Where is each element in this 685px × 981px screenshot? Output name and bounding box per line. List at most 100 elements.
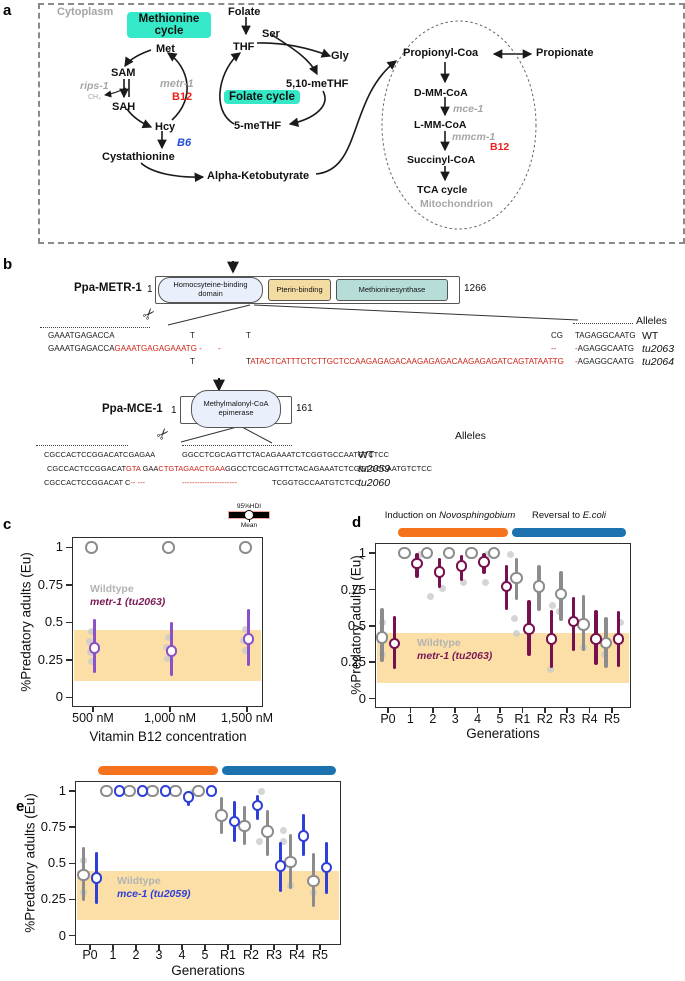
ghost-dot: [427, 593, 435, 601]
x-tick-label: P0: [82, 948, 98, 962]
panel-e-legend: Wildtype mce-1 (tu2059): [117, 875, 191, 900]
y-tick-label: 0.5: [44, 614, 63, 630]
data-point: [169, 784, 182, 798]
data-point: [88, 642, 101, 654]
ghost-dot: [484, 551, 492, 559]
ghost-dot: [87, 657, 95, 665]
node-ser: Ser: [262, 28, 280, 40]
arrow-met-sam: [124, 49, 152, 68]
data-point: [320, 861, 333, 874]
x-tick: [588, 708, 591, 713]
y-tick: [69, 790, 75, 792]
gene-mce-1: mce-1: [453, 103, 484, 115]
data-point: [239, 541, 252, 554]
x-tick-label: R2: [243, 948, 259, 962]
x-tick-label: 500 nM: [72, 711, 114, 725]
b12-mitochondrion-label: B12: [490, 141, 510, 153]
panel-d-legend-mutant: metr-1 (tu2063): [417, 649, 493, 662]
sequence-segment: ----------------------: [182, 478, 237, 487]
wildtype-hdi-band: [376, 633, 630, 683]
sequence-text: CTGTAGAACTGAA: [158, 464, 225, 473]
y-tick-label: 0: [358, 690, 366, 706]
ghost-dot: [482, 578, 490, 586]
data-point: [215, 809, 228, 822]
y-tick: [369, 588, 375, 591]
x-tick: [319, 945, 321, 950]
gene-metr-1: metr-1: [160, 78, 194, 90]
sequence-text: GGCCTCGCAGTTCTACAGAAATCTCGGTGCCAATGTCTCC: [182, 450, 390, 459]
data-point: [165, 645, 178, 657]
metr-alleles-header: Alleles: [636, 315, 667, 327]
hdi-key-tick: [248, 519, 250, 522]
connector-mce-right: [241, 426, 273, 444]
x-tick-label: 3: [155, 948, 163, 962]
node-5methf: 5-meTHF: [234, 120, 282, 132]
x-tick-label: R4: [289, 948, 305, 962]
x-tick-label: 1: [406, 712, 414, 726]
node-thf: THF: [233, 41, 255, 53]
y-tick-label: 1: [58, 783, 66, 799]
plot-area: [75, 781, 341, 945]
y-tick-label: 0.25: [340, 654, 366, 670]
data-point: [85, 541, 98, 554]
cytoplasm-box: [38, 3, 685, 244]
x-tick-label: R3: [266, 948, 282, 962]
panel-c-legend: Wildtype metr-1 (tu2063): [90, 583, 165, 608]
node-gly: Gly: [331, 50, 349, 62]
sequence-segment: --: [551, 344, 556, 353]
sequence-text: T: [190, 357, 195, 366]
x-tick: [273, 945, 275, 950]
sequence-text: CG: [551, 331, 563, 340]
ghost-dot: [279, 838, 287, 846]
methionine-cycle-badge: Methionine cycle: [127, 12, 211, 39]
ghost-dot: [164, 633, 172, 641]
b6-label: B6: [177, 137, 192, 149]
x-tick-label: R5: [604, 712, 620, 726]
wildtype-hdi-band: [76, 870, 340, 920]
sequence-text: T: [246, 331, 251, 340]
data-point: [487, 546, 501, 560]
allele-label: tu2060: [358, 476, 391, 489]
y-tick-label: 0: [55, 689, 63, 705]
y-tick: [66, 659, 72, 661]
condition-bar: [398, 528, 508, 537]
node-sah: SAH: [112, 101, 136, 113]
sequence-text: T: [190, 331, 195, 340]
x-tick-label: 4: [178, 948, 186, 962]
ghost-dot: [555, 607, 563, 615]
sequence-text: CGCCACTCCGGACATCGAGAA: [44, 450, 156, 459]
data-point: [182, 791, 195, 803]
metr-domain-synthase: Methioninesynthase: [336, 279, 448, 301]
x-tick-label: 1,500 nM: [220, 711, 274, 725]
mce-alleles-header: Alleles: [455, 430, 486, 442]
sequence-text: AGAGGCAATG: [577, 344, 634, 353]
data-point: [228, 815, 241, 828]
x-tick: [89, 945, 91, 950]
x-tick: [611, 708, 613, 713]
x-tick: [521, 708, 524, 713]
panel-c-x-axis-title: Vitamin B12 concentration: [89, 729, 247, 744]
x-tick: [544, 708, 546, 713]
metr-domain-pterin-label: Pterin-binding: [276, 284, 323, 294]
connector-mce-left: [180, 426, 238, 443]
gene-mmcm-1: mmcm-1: [452, 131, 496, 143]
metr-genomic-dots-left: [40, 327, 150, 328]
sequence-text: -- ---: [130, 478, 145, 487]
data-point: [443, 546, 456, 560]
sequence-segment: -AGAGGCAATG: [575, 357, 634, 366]
mce-domain-epimerase-label: Methylmalonyl-CoA epimerase: [203, 399, 269, 417]
sequence-text: -: [575, 357, 578, 366]
data-point: [123, 784, 136, 798]
allele-label: tu2064: [642, 355, 675, 368]
data-point: [465, 546, 478, 560]
connector-metr-left: [167, 304, 251, 326]
sequence-text: -: [196, 344, 202, 353]
hdi-key-mean-label: Mean: [240, 522, 258, 529]
condition-bar: [512, 528, 626, 537]
ghost-dot: [600, 651, 608, 659]
x-tick: [476, 708, 479, 713]
node-sam: SAM: [111, 67, 136, 79]
x-tick: [204, 945, 206, 950]
data-point: [523, 622, 535, 635]
